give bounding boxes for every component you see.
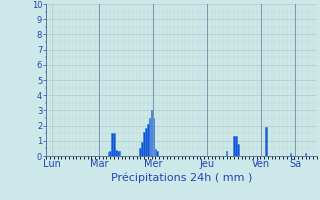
Bar: [235, 136, 237, 156]
Bar: [237, 144, 239, 156]
Bar: [155, 149, 156, 156]
Bar: [290, 153, 291, 156]
Bar: [117, 151, 118, 156]
Bar: [265, 127, 267, 156]
Bar: [141, 142, 143, 156]
Bar: [113, 133, 115, 156]
Bar: [108, 152, 109, 156]
Bar: [145, 128, 147, 156]
Bar: [226, 151, 228, 156]
Bar: [153, 118, 154, 156]
Bar: [140, 148, 141, 156]
Bar: [151, 110, 152, 156]
Bar: [149, 118, 150, 156]
X-axis label: Précipitations 24h ( mm ): Précipitations 24h ( mm ): [111, 173, 252, 183]
Bar: [111, 133, 113, 156]
Bar: [305, 153, 306, 156]
Bar: [109, 151, 111, 156]
Bar: [115, 150, 117, 156]
Bar: [143, 132, 145, 156]
Bar: [147, 124, 148, 156]
Bar: [119, 151, 120, 156]
Bar: [233, 136, 235, 156]
Bar: [156, 151, 158, 156]
